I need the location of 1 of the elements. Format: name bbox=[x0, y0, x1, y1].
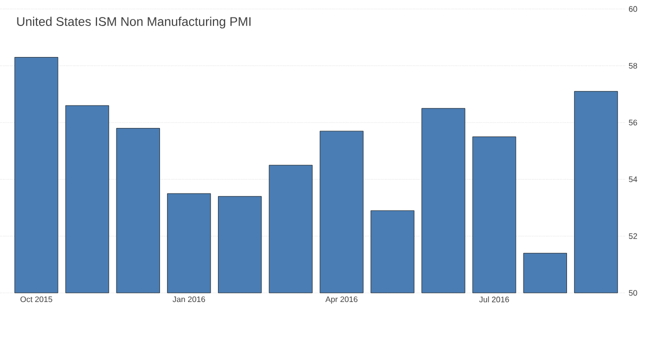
text: United States ISM Non Manufacturing PMI bbox=[17, 16, 251, 28]
